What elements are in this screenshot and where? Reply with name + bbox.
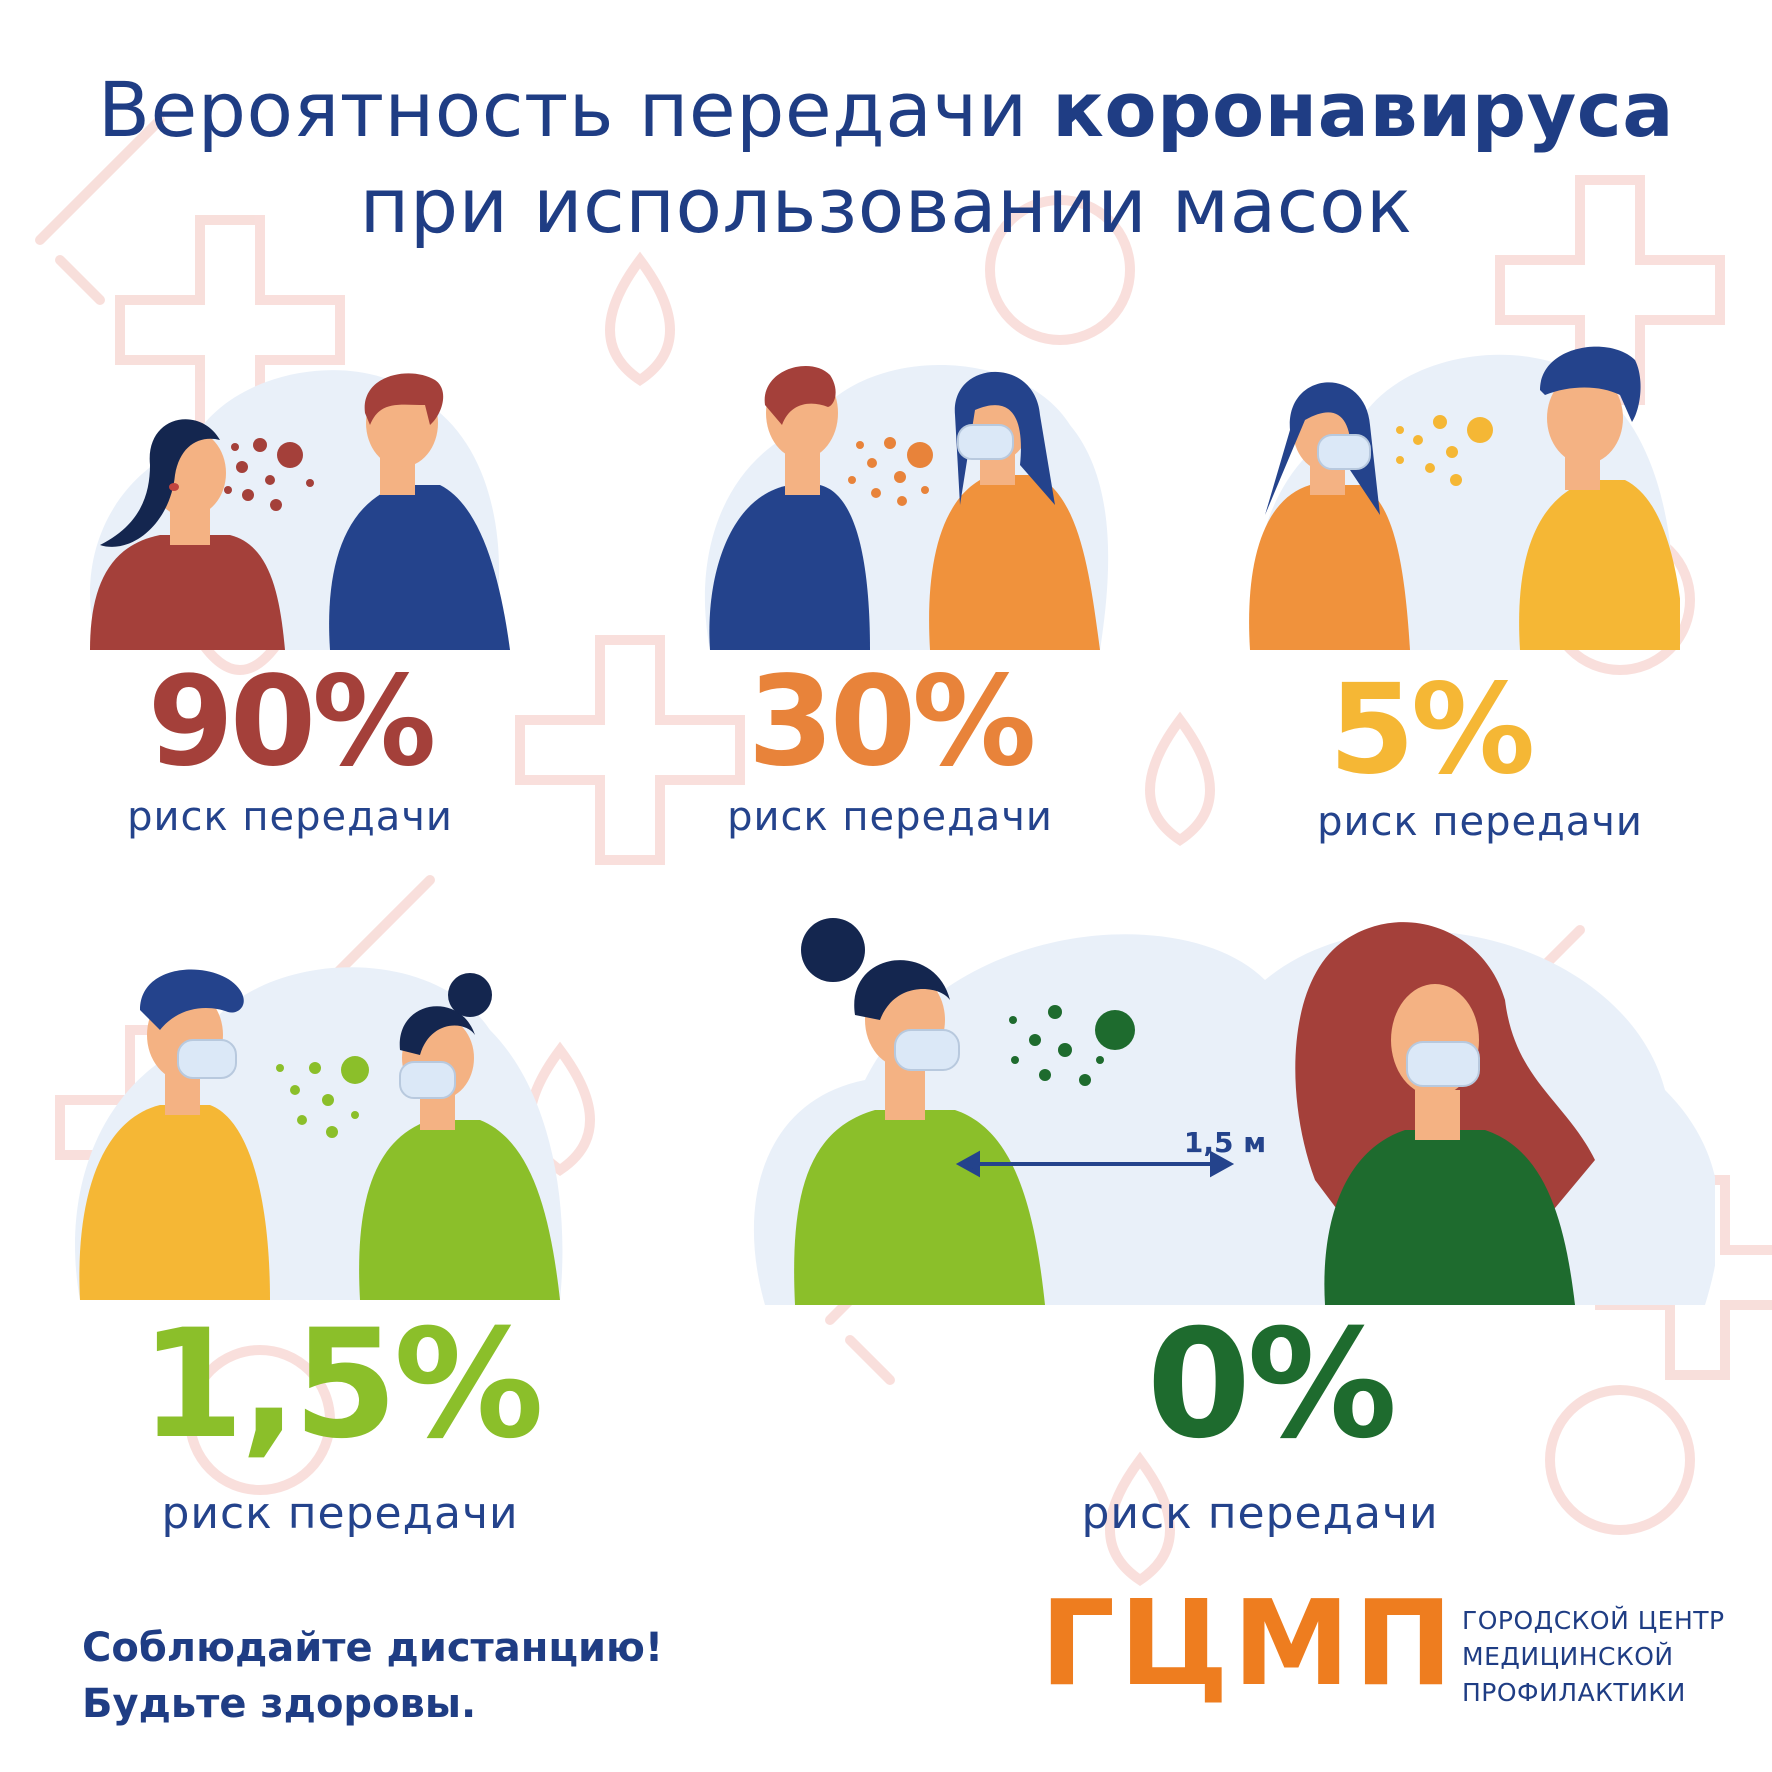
risk-label: риск передачи <box>1081 1488 1439 1539</box>
illustration-no-masks <box>90 370 510 650</box>
logo-line3: ПРОФИЛАКТИКИ <box>1462 1678 1686 1707</box>
risk-label: риск передачи <box>1317 799 1643 845</box>
title-line1-regular: Вероятность передачи <box>97 65 1053 154</box>
footer-line2: Будьте здоровы. <box>82 1681 477 1727</box>
logo-line2: МЕДИЦИНСКОЙ <box>1462 1642 1674 1671</box>
percent-value: 5% <box>1328 658 1536 802</box>
percent-value: 90% <box>147 650 437 794</box>
footer-line1-bold: дистанцию! <box>386 1625 664 1671</box>
distance-arrow <box>955 1150 1235 1178</box>
percent-value: 0% <box>1146 1298 1398 1472</box>
title-line2: при использовании масок <box>359 161 1413 250</box>
page-title: Вероятность передачи коронавируса при ис… <box>0 62 1772 254</box>
percent-value: 1,5% <box>139 1298 544 1472</box>
panel-both-masked <box>70 940 570 1300</box>
percent-value: 30% <box>747 650 1037 794</box>
panel-source-masked <box>1240 340 1680 650</box>
footer-line1-regular: Соблюдайте <box>82 1625 387 1671</box>
panel-no-masks <box>70 345 510 650</box>
risk-label: риск передачи <box>161 1488 519 1539</box>
risk-label: риск передачи <box>127 794 453 840</box>
illustration-both-masked <box>75 967 563 1300</box>
illustration-masks-and-distance <box>753 918 1715 1305</box>
illustration-source-masked <box>1249 346 1680 650</box>
risk-label: риск передачи <box>727 794 1053 840</box>
gcmp-logo: ГЦМП <box>1040 1574 1457 1712</box>
illustration-receiver-masked <box>704 365 1109 650</box>
logo-line1: ГОРОДСКОЙ ЦЕНТР <box>1462 1606 1725 1635</box>
panel-masks-and-distance <box>745 900 1715 1305</box>
panel-receiver-masked <box>690 345 1110 650</box>
logo-subtitle: ГОРОДСКОЙ ЦЕНТР МЕДИЦИНСКОЙ ПРОФИЛАКТИКИ <box>1462 1603 1725 1711</box>
title-line1-bold: коронавируса <box>1052 65 1675 154</box>
distance-label: 1,5 м <box>1183 1126 1267 1159</box>
footer-message: Соблюдайте дистанцию! Будьте здоровы. <box>82 1620 663 1732</box>
